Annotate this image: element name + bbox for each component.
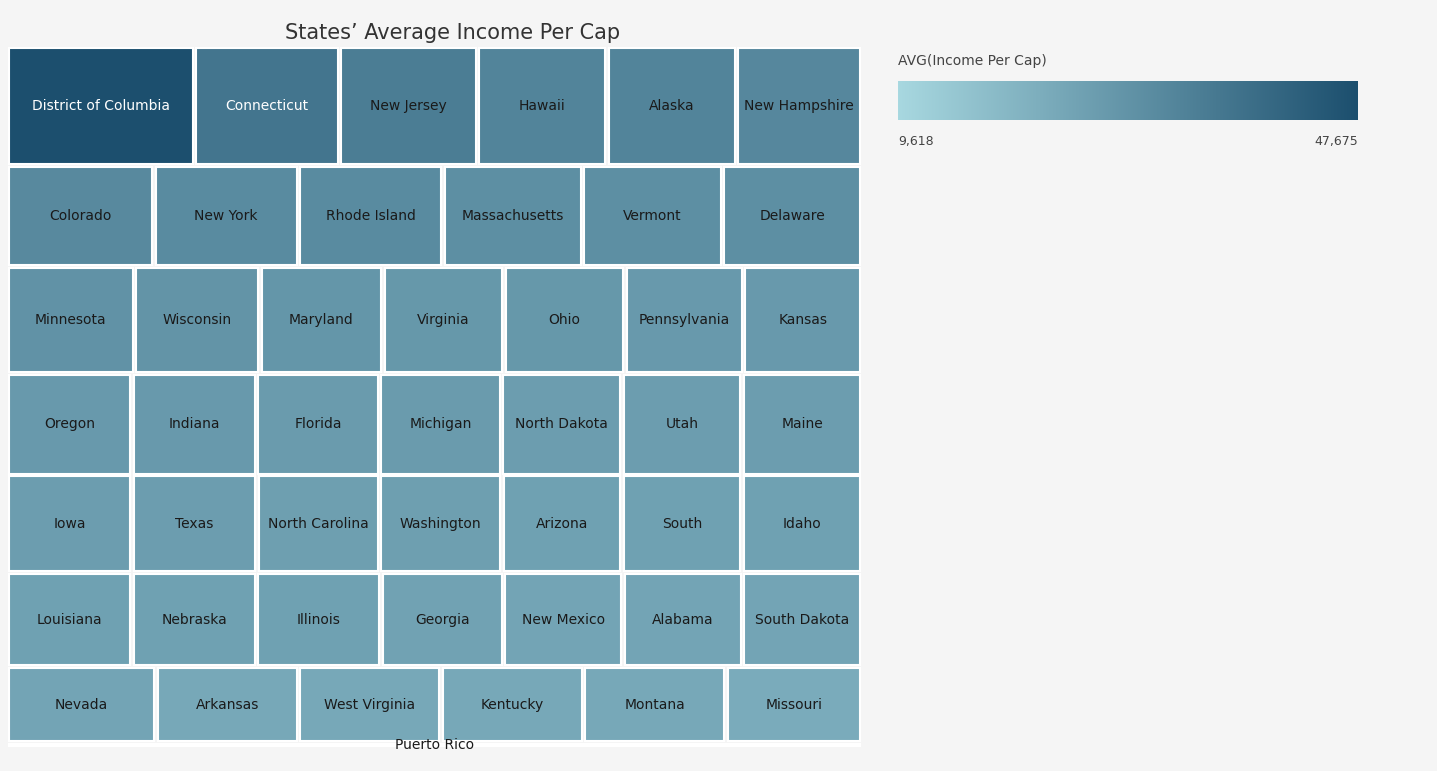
Text: Oregon: Oregon bbox=[45, 417, 95, 431]
Text: Louisiana: Louisiana bbox=[37, 613, 102, 627]
Bar bbox=[158, 668, 296, 741]
Text: AVG(Income Per Cap): AVG(Income Per Cap) bbox=[898, 54, 1048, 68]
Bar bbox=[627, 268, 741, 372]
Text: New Mexico: New Mexico bbox=[522, 613, 605, 627]
Bar bbox=[585, 167, 721, 265]
Bar bbox=[9, 167, 152, 265]
Text: Michigan: Michigan bbox=[410, 417, 471, 431]
Bar bbox=[134, 375, 254, 473]
Text: Utah: Utah bbox=[665, 417, 698, 431]
Text: Nebraska: Nebraska bbox=[161, 613, 227, 627]
Text: Maryland: Maryland bbox=[289, 313, 354, 327]
Text: Alaska: Alaska bbox=[650, 99, 694, 113]
Text: Montana: Montana bbox=[624, 698, 685, 712]
Text: Vermont: Vermont bbox=[624, 209, 681, 223]
Bar bbox=[197, 48, 338, 164]
Bar bbox=[444, 167, 581, 265]
Text: South Dakota: South Dakota bbox=[756, 613, 849, 627]
Text: Virginia: Virginia bbox=[417, 313, 470, 327]
Text: North Dakota: North Dakota bbox=[516, 417, 608, 431]
Text: Washington: Washington bbox=[399, 517, 481, 530]
Bar bbox=[9, 476, 131, 571]
Text: Delaware: Delaware bbox=[759, 209, 825, 223]
Text: Kentucky: Kentucky bbox=[480, 698, 543, 712]
Text: West Virginia: West Virginia bbox=[325, 698, 415, 712]
Text: Idaho: Idaho bbox=[783, 517, 822, 530]
Bar bbox=[746, 268, 861, 372]
Text: Hawaii: Hawaii bbox=[519, 99, 565, 113]
Text: States’ Average Income Per Cap: States’ Average Income Per Cap bbox=[285, 23, 621, 43]
Text: Missouri: Missouri bbox=[766, 698, 822, 712]
Bar bbox=[134, 574, 254, 665]
Bar bbox=[625, 574, 741, 665]
Text: Florida: Florida bbox=[295, 417, 342, 431]
Text: Puerto Rico: Puerto Rico bbox=[395, 738, 474, 752]
Bar bbox=[381, 375, 500, 473]
Text: Ohio: Ohio bbox=[549, 313, 581, 327]
Bar bbox=[504, 574, 621, 665]
Bar bbox=[739, 48, 861, 164]
Text: 9,618: 9,618 bbox=[898, 135, 934, 148]
Bar bbox=[443, 668, 582, 741]
Bar bbox=[134, 476, 256, 571]
Bar bbox=[9, 744, 861, 746]
Text: District of Columbia: District of Columbia bbox=[32, 99, 170, 113]
Bar bbox=[259, 574, 379, 665]
Text: Georgia: Georgia bbox=[415, 613, 470, 627]
Bar bbox=[724, 167, 861, 265]
Text: Iowa: Iowa bbox=[53, 517, 86, 530]
Text: Indiana: Indiana bbox=[168, 417, 220, 431]
Text: Arizona: Arizona bbox=[536, 517, 588, 530]
Bar bbox=[609, 48, 734, 164]
Bar bbox=[479, 48, 605, 164]
Bar bbox=[9, 574, 131, 665]
Bar bbox=[259, 476, 378, 571]
Text: Arkansas: Arkansas bbox=[195, 698, 259, 712]
Text: 47,675: 47,675 bbox=[1315, 135, 1358, 148]
Bar bbox=[137, 268, 259, 372]
Text: Connecticut: Connecticut bbox=[226, 99, 309, 113]
Bar bbox=[9, 668, 154, 741]
Bar bbox=[9, 268, 134, 372]
Bar bbox=[262, 268, 381, 372]
Text: New Hampshire: New Hampshire bbox=[744, 99, 854, 113]
Bar bbox=[624, 476, 740, 571]
Text: Nevada: Nevada bbox=[55, 698, 108, 712]
Bar bbox=[300, 167, 441, 265]
Bar bbox=[503, 476, 621, 571]
Bar bbox=[381, 476, 500, 571]
Text: Wisconsin: Wisconsin bbox=[162, 313, 231, 327]
Text: Maine: Maine bbox=[782, 417, 823, 431]
Text: Illinois: Illinois bbox=[297, 613, 341, 627]
Text: Pennsylvania: Pennsylvania bbox=[638, 313, 730, 327]
Text: South: South bbox=[662, 517, 703, 530]
Bar bbox=[503, 375, 621, 473]
Bar bbox=[585, 668, 724, 741]
Bar bbox=[155, 167, 296, 265]
Bar bbox=[382, 574, 502, 665]
Text: Texas: Texas bbox=[175, 517, 214, 530]
Bar bbox=[342, 48, 476, 164]
Bar bbox=[385, 268, 502, 372]
Text: Colorado: Colorado bbox=[49, 209, 112, 223]
Text: Minnesota: Minnesota bbox=[34, 313, 106, 327]
Text: New Jersey: New Jersey bbox=[371, 99, 447, 113]
Bar bbox=[744, 574, 861, 665]
Bar bbox=[300, 668, 440, 741]
Text: Alabama: Alabama bbox=[652, 613, 714, 627]
Bar bbox=[9, 375, 131, 473]
Bar bbox=[744, 476, 861, 571]
Bar bbox=[744, 375, 861, 473]
Bar bbox=[259, 375, 378, 473]
Text: New York: New York bbox=[194, 209, 257, 223]
Text: Rhode Island: Rhode Island bbox=[326, 209, 415, 223]
Bar bbox=[506, 268, 624, 372]
Text: Massachusetts: Massachusetts bbox=[461, 209, 563, 223]
Text: North Carolina: North Carolina bbox=[267, 517, 368, 530]
Bar bbox=[624, 375, 740, 473]
Bar bbox=[727, 668, 861, 741]
Bar bbox=[9, 48, 193, 164]
Text: Kansas: Kansas bbox=[779, 313, 828, 327]
